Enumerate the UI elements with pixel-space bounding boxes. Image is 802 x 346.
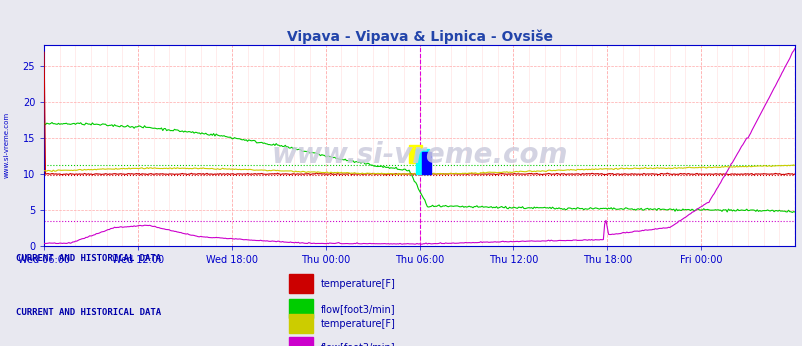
Text: www.si-vreme.com: www.si-vreme.com [4,112,10,179]
Title: Vipava - Vipava & Lipnica - Ovsiše: Vipava - Vipava & Lipnica - Ovsiše [286,29,552,44]
Bar [409,145,422,163]
Bar [422,153,431,174]
Text: www.si-vreme.com: www.si-vreme.com [271,142,567,169]
Text: temperature[F]: temperature[F] [321,319,395,329]
Bar [415,149,428,174]
Text: temperature[F]: temperature[F] [321,280,395,289]
Text: CURRENT AND HISTORICAL DATA: CURRENT AND HISTORICAL DATA [16,254,161,263]
Text: flow[foot3/min]: flow[foot3/min] [321,304,395,313]
Text: CURRENT AND HISTORICAL DATA: CURRENT AND HISTORICAL DATA [16,308,161,317]
Text: flow[foot3/min]: flow[foot3/min] [321,342,395,346]
